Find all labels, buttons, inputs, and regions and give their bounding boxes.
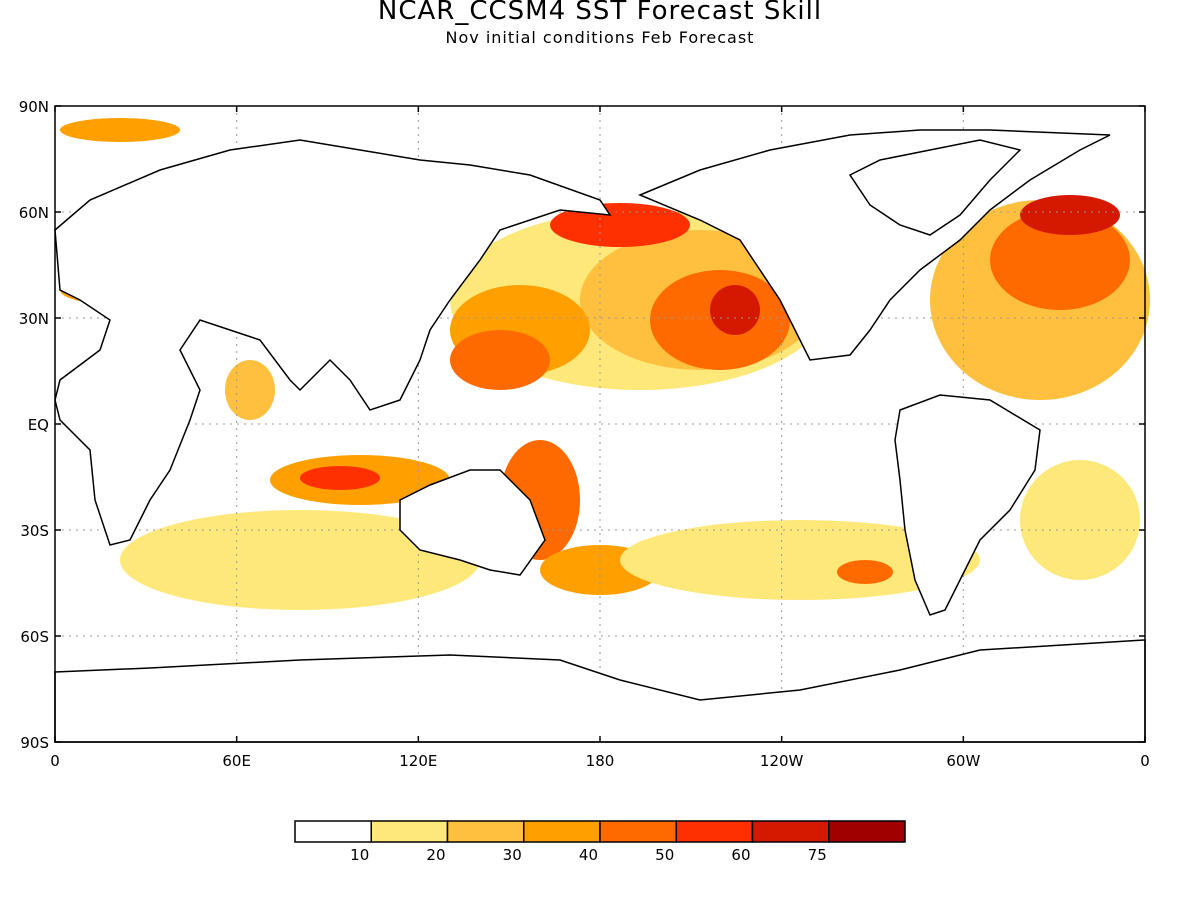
land-eurasia-africa [54,139,612,546]
skill-area-bering [550,203,690,247]
lat-label: 30S [20,522,49,540]
colorbar-labels: 10 20 30 40 50 60 75 [350,846,827,864]
chart-title: NCAR_CCSM4 SST Forecast Skill [377,0,823,26]
lon-label: 0 [50,752,60,770]
colorbar-label: 10 [350,846,369,864]
latitude-ticks [55,105,1145,743]
colorbar-label: 75 [808,846,827,864]
skill-area-south-3 [837,560,893,584]
skill-area-south-2 [620,520,980,600]
lat-label: 90N [19,98,49,116]
colorbar-label: 60 [731,846,750,864]
lat-label: 60N [19,204,49,222]
lon-label: 120W [760,752,804,770]
colorbar-swatch [446,820,525,843]
skill-area-natl-2 [990,210,1130,310]
skill-area-npac-4 [710,285,760,335]
skill-shading [60,118,1150,610]
skill-area-wpac-2 [450,330,550,390]
lat-label: EQ [28,416,49,434]
lat-label: 90S [20,734,49,752]
lon-label: 60E [222,752,251,770]
lon-label: 60W [946,752,980,770]
colorbar-swatch [675,820,754,843]
latitude-labels: 90N 60N 30N EQ 30S 60S 90S [19,98,49,752]
coastlines [54,129,1146,743]
land-greenland [848,139,1022,236]
colorbar-swatch [523,820,601,843]
lat-label: 60S [20,628,49,646]
land-south-america [894,394,1041,616]
lon-label: 120E [399,752,437,770]
lon-label: 180 [586,752,615,770]
skill-area-io-2 [300,466,380,490]
land-antarctica [54,639,1146,743]
colorbar-label: 30 [503,846,522,864]
colorbar-swatch [370,820,449,843]
longitude-ticks [54,106,1146,742]
lon-label: 0 [1140,752,1150,770]
colorbar-swatch [828,820,906,843]
colorbar-label: 20 [426,846,445,864]
lat-label: 30N [19,310,49,328]
colorbar-swatch [751,820,830,843]
skill-area-south-1 [120,510,480,610]
chart-subtitle: Nov initial conditions Feb Forecast [445,28,755,47]
land-australia [399,469,546,576]
colorbar-label: 40 [579,846,598,864]
skill-area-satl [1020,460,1140,580]
colorbar-label: 50 [655,846,674,864]
colorbar-swatch [599,820,677,843]
skill-area-arabian [225,360,275,420]
longitude-labels: 0 60E 120E 180 120W 60W 0 [50,752,1150,770]
skill-area-arctic [60,118,180,142]
colorbar [294,820,906,843]
land-north-america [638,129,1111,361]
skill-area-natl-3 [1020,195,1120,235]
colorbar-swatch [294,820,372,843]
